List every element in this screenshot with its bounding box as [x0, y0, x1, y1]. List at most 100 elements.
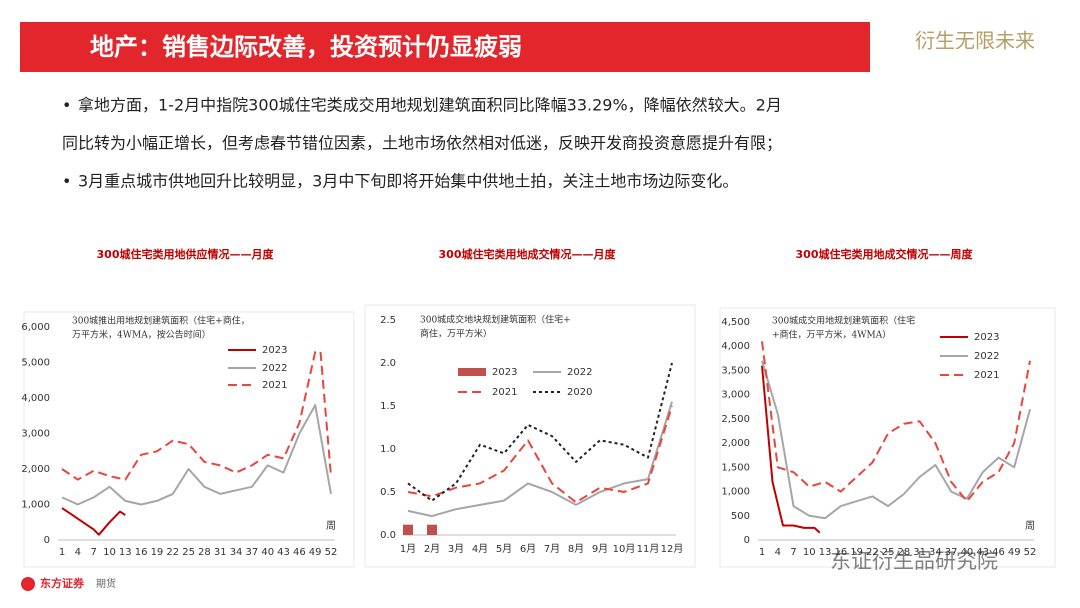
x-tick-label: 10: [803, 547, 816, 558]
y-tick-label: 1,000: [21, 500, 50, 511]
y-tick-label: 2.5: [380, 315, 396, 326]
x-tick-label: 16: [135, 547, 148, 558]
x-axis-label: 周: [1025, 520, 1035, 532]
x-tick-label: 46: [992, 547, 1005, 558]
x-tick-label: 52: [1024, 547, 1037, 558]
x-tick-label: 13: [119, 547, 132, 558]
x-tick-label: 19: [850, 547, 863, 558]
series-line: [761, 341, 1031, 503]
x-tick-label: 28: [898, 547, 911, 558]
y-tick-label: 1.0: [380, 444, 396, 455]
x-tick-label: 43: [976, 547, 989, 558]
x-tick-label: 11月: [637, 543, 660, 555]
annotation: 300城成交地块规划建筑面积（住宅+: [420, 314, 571, 326]
y-tick-label: 6,000: [21, 322, 50, 333]
legend-label: 2022: [974, 351, 999, 362]
y-tick-label: 3,500: [721, 365, 750, 376]
slide-title: 地产：销售边际改善，投资预计仍显疲弱: [90, 33, 522, 61]
title-band: [20, 22, 870, 72]
watermark: 东证衍生品研究院: [830, 549, 998, 573]
annotation: 300城成交用地规划建筑面积（住宅: [772, 315, 915, 327]
y-tick-label: 5,000: [21, 358, 50, 369]
x-tick-label: 8月: [568, 543, 584, 555]
x-tick-label: 7: [90, 547, 96, 558]
legend-label: 2022: [262, 363, 287, 374]
x-tick-label: 49: [309, 547, 322, 558]
chart-panel: [719, 307, 1056, 568]
bullet-text: 拿地方面，1-2月中指院300城住宅类成交用地规划建筑面积同比降幅33.29%，…: [78, 96, 782, 115]
legend-label: 2021: [974, 370, 999, 381]
legend-label: 2020: [567, 387, 592, 398]
bullet-dot: •: [62, 96, 71, 115]
logo-icon: [21, 577, 35, 591]
x-tick-label: 6月: [520, 543, 536, 555]
x-tick-label: 1月: [400, 543, 416, 555]
x-tick-label: 19: [151, 547, 164, 558]
series-line: [407, 401, 673, 518]
x-tick-label: 34: [230, 547, 243, 558]
y-tick-label: 500: [731, 511, 750, 522]
bullet-dot: •: [62, 172, 71, 191]
y-tick-label: 2,500: [721, 414, 750, 425]
series-line: [761, 360, 1031, 520]
x-tick-label: 9月: [592, 543, 608, 555]
legend-label: 2021: [262, 380, 287, 391]
y-tick-label: 0.5: [380, 487, 396, 498]
x-tick-label: 2月: [424, 543, 440, 555]
y-tick-label: 4,500: [721, 317, 750, 328]
x-tick-label: 5月: [496, 543, 512, 555]
x-tick-label: 7月: [544, 543, 560, 555]
y-tick-label: 2.0: [380, 358, 396, 369]
x-tick-label: 52: [325, 547, 338, 558]
legend-label: 2022: [567, 367, 592, 378]
annotation: 万平方米，4WMA，按公告时间）: [72, 329, 211, 341]
y-tick-label: 4,000: [21, 393, 50, 404]
x-tick-label: 25: [182, 547, 195, 558]
y-tick-label: 2,000: [21, 464, 50, 475]
x-tick-label: 22: [166, 547, 179, 558]
x-axis-label: 周: [326, 520, 336, 532]
y-tick-label: 0.0: [380, 530, 396, 541]
chart-panel: [364, 304, 696, 568]
x-tick-label: 31: [214, 547, 227, 558]
x-tick-label: 40: [961, 547, 974, 558]
x-tick-label: 43: [277, 547, 290, 558]
x-tick-label: 34: [929, 547, 942, 558]
x-tick-label: 7: [790, 547, 796, 558]
bar: [403, 524, 413, 535]
series-line: [61, 350, 332, 481]
legend-label: 2023: [492, 367, 517, 378]
bullet-text: 同比转为小幅正增长，但考虑春节错位因素，土地市场依然相对低迷，反映开发商投资意愿…: [62, 134, 782, 153]
y-tick-label: 0: [44, 535, 50, 546]
x-tick-label: 31: [913, 547, 926, 558]
x-tick-label: 10: [103, 547, 116, 558]
x-tick-label: 1: [59, 547, 65, 558]
series-line: [407, 405, 673, 504]
y-tick-label: 3,000: [721, 390, 750, 401]
annotation: +商住，万平方米，4WMA）: [772, 329, 891, 341]
x-tick-label: 16: [834, 547, 847, 558]
x-tick-label: 12月: [661, 543, 684, 555]
x-tick-label: 4: [75, 547, 81, 558]
x-tick-label: 4: [775, 547, 781, 558]
bar: [427, 524, 437, 535]
annotation: 300城推出用地规划建筑面积（住宅+商住，: [72, 315, 250, 327]
x-tick-label: 10月: [613, 543, 636, 555]
x-tick-label: 4月: [472, 543, 488, 555]
x-tick-label: 37: [246, 547, 259, 558]
logo-sub: 期货: [96, 577, 116, 590]
logo-text: 东方证券: [40, 576, 85, 590]
legend-label: 2023: [262, 345, 287, 356]
x-tick-label: 1: [759, 547, 765, 558]
series-line: [61, 404, 332, 506]
chart-title: 300城住宅类用地供应情况——月度: [97, 247, 275, 261]
bullet-text: 3月重点城市供地回升比较明显，3月中下旬即将开始集中供地土拍，关注土地市场边际变…: [78, 172, 738, 191]
x-tick-label: 25: [882, 547, 895, 558]
y-tick-label: 4,000: [721, 341, 750, 352]
x-tick-label: 37: [945, 547, 958, 558]
x-tick-label: 49: [1008, 547, 1021, 558]
y-tick-label: 1,500: [721, 462, 750, 473]
x-tick-label: 46: [293, 547, 306, 558]
chart-title: 300城住宅类用地成交情况——月度: [439, 247, 617, 261]
